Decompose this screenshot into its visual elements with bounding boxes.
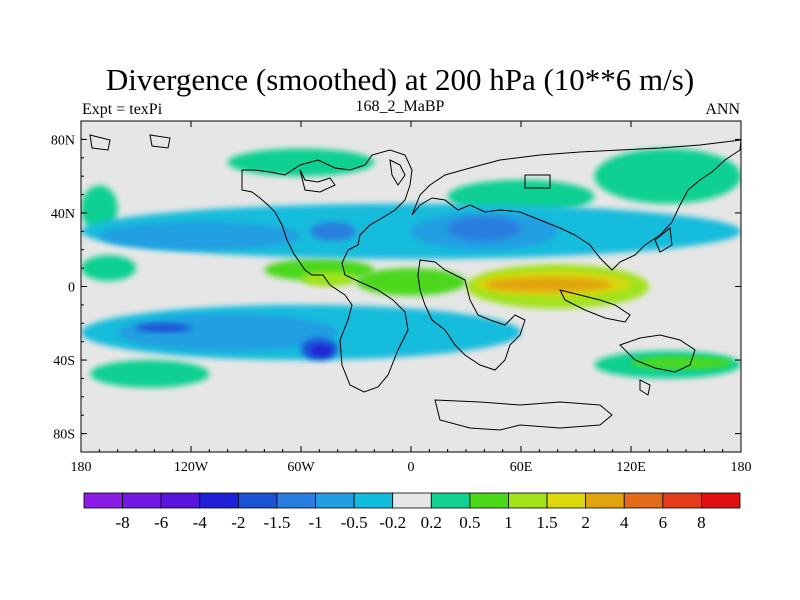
contour-region-4 bbox=[594, 148, 741, 204]
colorbar-label: -4 bbox=[193, 513, 208, 532]
x-tick-label: 0 bbox=[408, 460, 415, 475]
x-tick-label: 60W bbox=[287, 460, 315, 475]
x-tick-label: 180 bbox=[71, 460, 92, 475]
colorbar-box bbox=[237, 492, 278, 509]
colorbar-box bbox=[199, 492, 239, 509]
colorbar-box bbox=[546, 492, 587, 509]
x-axis: 180 120W 60W 0 60E 120E 180 bbox=[71, 121, 752, 475]
colorbar-label: -6 bbox=[154, 513, 168, 532]
y-tick-label: 0 bbox=[68, 281, 75, 296]
contour-region-13 bbox=[484, 277, 613, 293]
colorbar-label: 6 bbox=[659, 513, 668, 532]
colorbar-box bbox=[122, 492, 162, 509]
colorbar-label: -0.5 bbox=[341, 513, 368, 532]
contour-region-2 bbox=[227, 148, 375, 177]
coastlines bbox=[89, 134, 741, 431]
x-tick-label: 120E bbox=[616, 460, 646, 475]
colorbar-label: 0.2 bbox=[421, 513, 442, 532]
case-label: 168_2_MaBP bbox=[355, 98, 445, 115]
colorbar-label: -1.5 bbox=[263, 513, 290, 532]
colorbar: -8 -6 -4 -2 -1.5 -1 -0.5 -0.2 0.2 0.5 1 1.5 2 4 6 8 bbox=[83, 492, 741, 532]
x-tick-label: 120W bbox=[174, 460, 209, 475]
contour-region-6 bbox=[81, 255, 136, 281]
colorbar-box bbox=[662, 492, 702, 509]
colorbar-box bbox=[508, 492, 548, 509]
contour-region-23 bbox=[310, 345, 333, 357]
colorbar-label: 0.5 bbox=[459, 513, 480, 532]
colorbar-box bbox=[83, 492, 123, 509]
contour-region-7 bbox=[631, 356, 732, 370]
colorbar-box bbox=[353, 492, 394, 509]
colorbar-label: 1 bbox=[504, 513, 513, 532]
colorbar-box bbox=[623, 492, 664, 509]
x-tick-label: 60E bbox=[510, 460, 533, 475]
contour-region-0 bbox=[81, 185, 118, 232]
x-tick-label: 180 bbox=[731, 460, 752, 475]
colorbar-label: -0.2 bbox=[379, 513, 406, 532]
colorbar-box bbox=[392, 492, 432, 509]
contour-region-10 bbox=[301, 271, 356, 287]
colorbar-box bbox=[701, 492, 741, 509]
colorbar-box bbox=[276, 492, 316, 509]
colorbar-label: -1 bbox=[308, 513, 322, 532]
y-tick-label: 80S bbox=[53, 428, 75, 443]
y-axis: 80N 40N 0 40S 80S bbox=[51, 133, 741, 443]
colorbar-box bbox=[160, 492, 201, 509]
colorbar-label: -8 bbox=[116, 513, 130, 532]
y-tick-label: 40N bbox=[51, 207, 75, 222]
colorbar-label: 2 bbox=[581, 513, 590, 532]
y-tick-label: 80N bbox=[51, 133, 75, 148]
contour-region-21 bbox=[136, 323, 191, 333]
contour-region-9 bbox=[356, 268, 466, 296]
colorbar-box bbox=[585, 492, 625, 509]
contour-region-18 bbox=[117, 314, 338, 351]
experiment-label: Expt = texPi bbox=[82, 101, 163, 118]
colorbar-box bbox=[469, 492, 509, 509]
chart-title: Divergence (smoothed) at 200 hPa (10**6 … bbox=[105, 62, 695, 97]
colorbar-box bbox=[315, 492, 355, 509]
colorbar-label: 8 bbox=[697, 513, 706, 532]
y-tick-label: 40S bbox=[53, 354, 75, 369]
contour-region-16 bbox=[99, 222, 301, 250]
colorbar-label: 1.5 bbox=[536, 513, 557, 532]
colorbar-label: 4 bbox=[620, 513, 629, 532]
colorbar-box bbox=[430, 492, 471, 509]
colorbar-label: -2 bbox=[231, 513, 245, 532]
contour-region-1 bbox=[90, 360, 210, 388]
contour-region-20 bbox=[447, 216, 521, 241]
season-label: ANN bbox=[705, 101, 740, 118]
contour-region-19 bbox=[310, 222, 357, 241]
